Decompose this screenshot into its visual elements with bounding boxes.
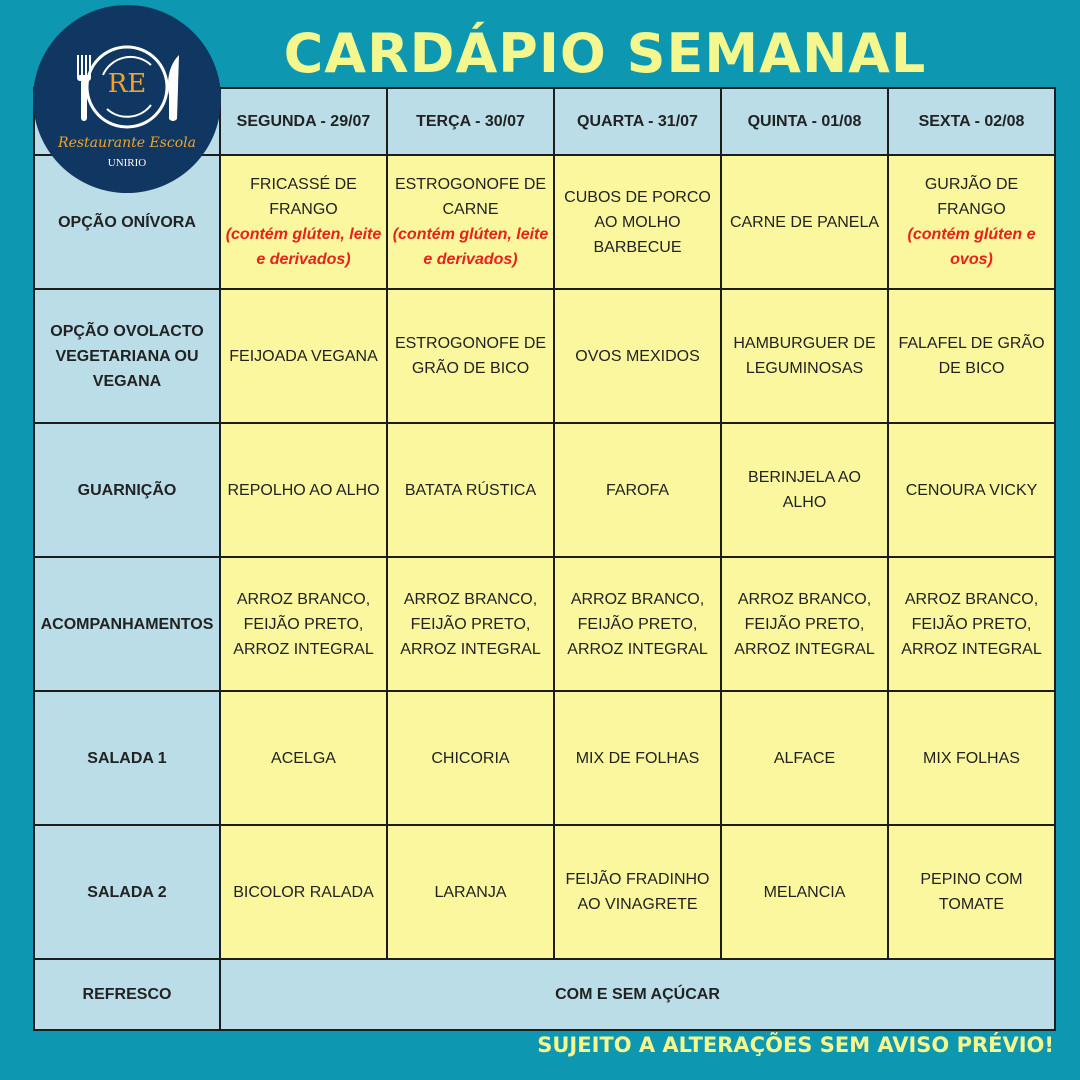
dish-name: ESTROGONOFE DE GRÃO DE BICO	[394, 335, 547, 377]
menu-cell: ARROZ BRANCO, FEIJÃO PRETO, ARROZ INTEGR…	[887, 556, 1056, 692]
dish-name: REPOLHO AO ALHO	[227, 481, 380, 499]
menu-cell: ARROZ BRANCO, FEIJÃO PRETO, ARROZ INTEGR…	[553, 556, 722, 692]
menu-cell: REPOLHO AO ALHO	[219, 422, 388, 558]
row-label: OPÇÃO OVOLACTO VEGETARIANA OU VEGANA	[33, 288, 221, 424]
weekly-menu-table: SEGUNDA - 29/07 TERÇA - 30/07 QUARTA - 31/…	[33, 87, 1056, 1031]
dish-name: ACELGA	[271, 749, 336, 767]
menu-cell: MELANCIA	[720, 824, 889, 960]
logo-initials: RE	[107, 69, 147, 99]
menu-cell: BICOLOR RALADA	[219, 824, 388, 960]
dish-name: BERINJELA AO ALHO	[748, 469, 861, 511]
table-row: OPÇÃO ONÍVORA FRICASSÉ DE FRANGO (contém g…	[33, 154, 1056, 290]
row-label: GUARNIÇÃO	[33, 422, 221, 558]
menu-cell: CHICORIA	[386, 690, 555, 826]
dish-name: MELANCIA	[763, 883, 846, 901]
dish-name: ARROZ BRANCO, FEIJÃO PRETO, ARROZ INTEGR…	[734, 590, 875, 658]
menu-cell: BERINJELA AO ALHO	[720, 422, 889, 558]
table-row: GUARNIÇÃO REPOLHO AO ALHO BATATA RÚSTICA FA…	[33, 422, 1056, 558]
dish-name: FRICASSÉ DE FRANGO	[250, 176, 357, 218]
menu-cell: MIX DE FOLHAS	[553, 690, 722, 826]
menu-cell: ESTROGONOFE DE GRÃO DE BICO	[386, 288, 555, 424]
dish-name: FEIJÃO FRADINHO AO VINAGRETE	[565, 871, 710, 913]
row-label: REFRESCO	[33, 958, 221, 1031]
dish-name: BATATA RÚSTICA	[404, 481, 537, 499]
dish-name: MIX FOLHAS	[923, 749, 1020, 767]
allergen-note: (contém glúten e ovos)	[907, 226, 1036, 268]
dish-name: BICOLOR RALADA	[233, 883, 374, 901]
menu-cell: FEIJÃO FRADINHO AO VINAGRETE	[553, 824, 722, 960]
menu-cell: BATATA RÚSTICA	[386, 422, 555, 558]
dish-name: FAROFA	[605, 481, 670, 499]
day-header: SEGUNDA - 29/07	[219, 87, 388, 156]
menu-cell: MIX FOLHAS	[887, 690, 1056, 826]
dish-name: ALFACE	[773, 749, 836, 767]
table-row: OPÇÃO OVOLACTO VEGETARIANA OU VEGANA FEIJ…	[33, 288, 1056, 424]
dish-name: PEPINO COM TOMATE	[920, 871, 1023, 913]
menu-cell: FRICASSÉ DE FRANGO (contém glúten, leite …	[219, 154, 388, 290]
menu-cell: CENOURA VICKY	[887, 422, 1056, 558]
restaurant-logo: RE Restaurante Escola UNIRIO	[33, 5, 221, 193]
menu-cell: GURJÃO DE FRANGO (contém glúten e ovos)	[887, 154, 1056, 290]
table-row: ACOMPANHAMENTOS ARROZ BRANCO, FEIJÃO PRET…	[33, 556, 1056, 692]
menu-cell: CUBOS DE PORCO AO MOLHO BARBECUE	[553, 154, 722, 290]
dish-name: LARANJA	[434, 883, 507, 901]
dish-name: CUBOS DE PORCO AO MOLHO BARBECUE	[564, 188, 711, 256]
day-header: SEXTA - 02/08	[887, 87, 1056, 156]
row-label: ACOMPANHAMENTOS	[33, 556, 221, 692]
logo-institution: UNIRIO	[107, 157, 147, 169]
allergen-note: (contém glúten, leite e derivados)	[392, 226, 549, 268]
menu-cell: ARROZ BRANCO, FEIJÃO PRETO, ARROZ INTEGR…	[219, 556, 388, 692]
menu-cell: LARANJA	[386, 824, 555, 960]
dish-name: ARROZ BRANCO, FEIJÃO PRETO, ARROZ INTEGR…	[400, 590, 541, 658]
row-label: SALADA 1	[33, 690, 221, 826]
menu-cell: ESTROGONOFE DE CARNE (contém glúten, leit…	[386, 154, 555, 290]
menu-cell: ACELGA	[219, 690, 388, 826]
menu-cell: ALFACE	[720, 690, 889, 826]
day-header: QUINTA - 01/08	[720, 87, 889, 156]
day-header: TERÇA - 30/07	[386, 87, 555, 156]
disclaimer: SUJEITO A ALTERAÇÕES SEM AVISO PRÉVIO!	[537, 1033, 1054, 1057]
menu-cell: ARROZ BRANCO, FEIJÃO PRETO, ARROZ INTEGR…	[386, 556, 555, 692]
table-row: SALADA 2 BICOLOR RALADA LARANJA FEIJÃO FRAD…	[33, 824, 1056, 960]
menu-cell: HAMBURGUER DE LEGUMINOSAS	[720, 288, 889, 424]
dish-name: ESTROGONOFE DE CARNE	[394, 176, 547, 218]
menu-cell: OVOS MEXIDOS	[553, 288, 722, 424]
dish-name: MIX DE FOLHAS	[575, 749, 700, 767]
dish-name: ARROZ BRANCO, FEIJÃO PRETO, ARROZ INTEGR…	[567, 590, 708, 658]
plate-cutlery-icon	[77, 45, 179, 129]
menu-cell: FEIJOADA VEGANA	[219, 288, 388, 424]
allergen-note: (contém glúten, leite e derivados)	[225, 226, 382, 268]
dish-name: ARROZ BRANCO, FEIJÃO PRETO, ARROZ INTEGR…	[901, 590, 1042, 658]
dish-name: FEIJOADA VEGANA	[229, 347, 378, 365]
dish-name: ARROZ BRANCO, FEIJÃO PRETO, ARROZ INTEGR…	[233, 590, 374, 658]
menu-cell: CARNE DE PANELA	[720, 154, 889, 290]
menu-cell: PEPINO COM TOMATE	[887, 824, 1056, 960]
dish-name: CHICORIA	[431, 749, 510, 767]
dish-name: CARNE DE PANELA	[729, 213, 880, 231]
menu-cell: ARROZ BRANCO, FEIJÃO PRETO, ARROZ INTEGR…	[720, 556, 889, 692]
menu-cell: FAROFA	[553, 422, 722, 558]
dish-name: GURJÃO DE FRANGO	[924, 176, 1019, 218]
table-row: SALADA 1 ACELGA CHICORIA MIX DE FOLHAS ALFAC…	[33, 690, 1056, 826]
day-header: QUARTA - 31/07	[553, 87, 722, 156]
dish-name: FALAFEL DE GRÃO DE BICO	[898, 335, 1045, 377]
refresco-value: COM E SEM AÇÚCAR	[219, 958, 1056, 1031]
menu-cell: FALAFEL DE GRÃO DE BICO	[887, 288, 1056, 424]
dish-name: OVOS MEXIDOS	[575, 347, 700, 365]
logo-name: Restaurante Escola	[58, 135, 196, 151]
row-label: SALADA 2	[33, 824, 221, 960]
dish-name: CENOURA VICKY	[905, 481, 1038, 499]
dish-name: HAMBURGUER DE LEGUMINOSAS	[733, 335, 876, 377]
refresco-row: REFRESCO COM E SEM AÇÚCAR	[33, 958, 1056, 1031]
page-title: CARDÁPIO SEMANAL	[283, 22, 927, 85]
